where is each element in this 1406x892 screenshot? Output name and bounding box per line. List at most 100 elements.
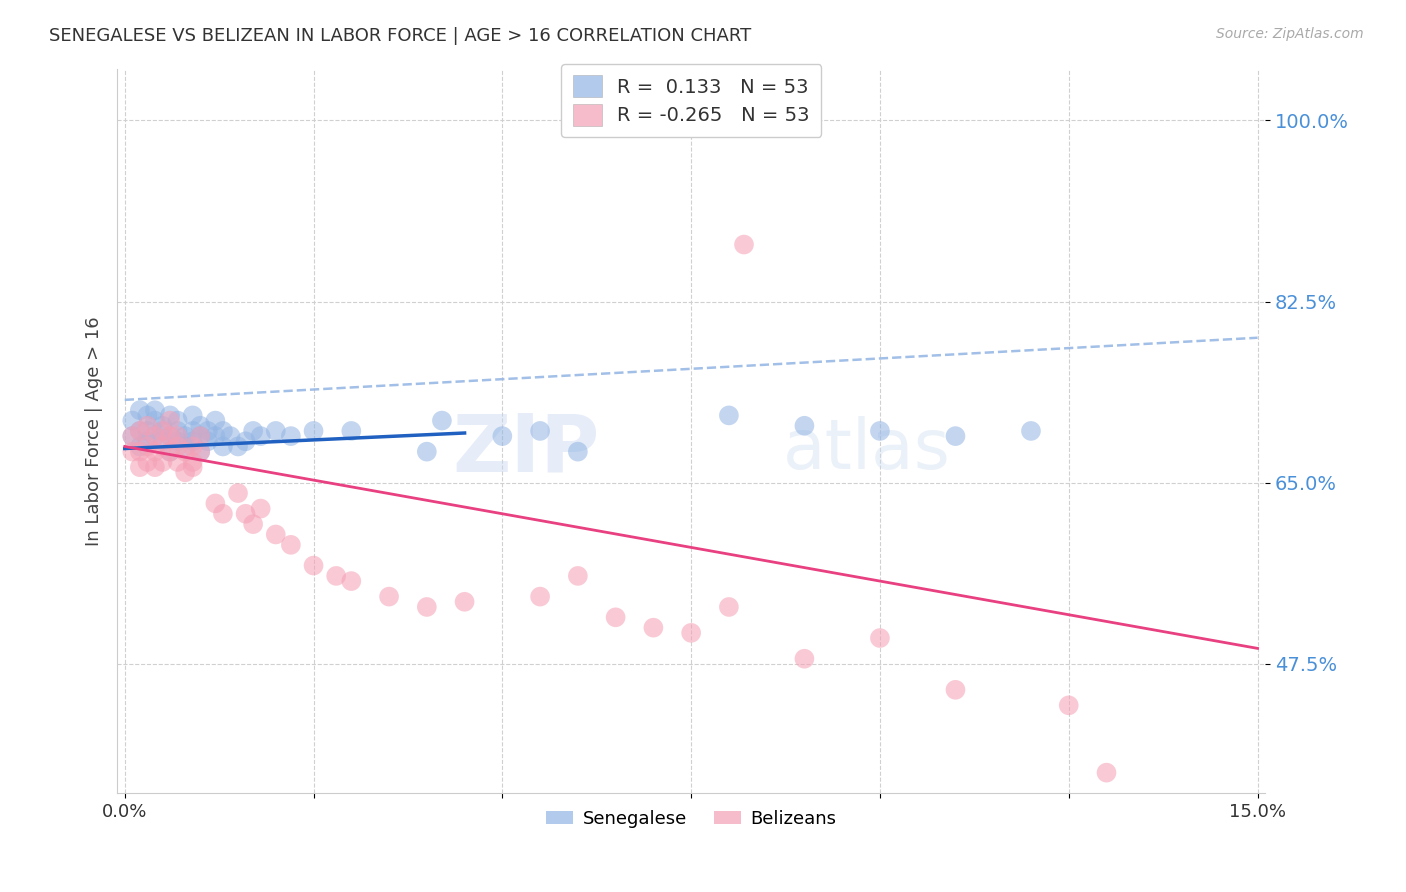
Point — [235, 434, 257, 449]
Point — [197, 434, 219, 449]
Point — [567, 444, 589, 458]
Point — [166, 440, 188, 454]
Point — [302, 558, 325, 573]
Point — [121, 444, 143, 458]
Point — [166, 455, 188, 469]
Point — [159, 414, 181, 428]
Point — [869, 424, 891, 438]
Point — [1095, 765, 1118, 780]
Point — [152, 440, 174, 454]
Point — [174, 440, 197, 454]
Point — [529, 424, 551, 438]
Point — [152, 434, 174, 449]
Point — [416, 444, 439, 458]
Point — [793, 651, 815, 665]
Point — [1057, 698, 1080, 713]
Point — [249, 429, 271, 443]
Point — [174, 466, 197, 480]
Point — [121, 429, 143, 443]
Point — [340, 424, 363, 438]
Point — [197, 424, 219, 438]
Point — [188, 429, 211, 443]
Point — [159, 444, 181, 458]
Point — [143, 444, 166, 458]
Point — [128, 444, 150, 458]
Point — [166, 424, 188, 438]
Text: Source: ZipAtlas.com: Source: ZipAtlas.com — [1216, 27, 1364, 41]
Point — [529, 590, 551, 604]
Point — [717, 409, 740, 423]
Point — [128, 460, 150, 475]
Point — [264, 527, 287, 541]
Point — [188, 418, 211, 433]
Point — [152, 455, 174, 469]
Point — [152, 424, 174, 438]
Text: SENEGALESE VS BELIZEAN IN LABOR FORCE | AGE > 16 CORRELATION CHART: SENEGALESE VS BELIZEAN IN LABOR FORCE | … — [49, 27, 751, 45]
Point — [159, 429, 181, 443]
Point — [340, 574, 363, 588]
Point — [212, 440, 235, 454]
Point — [136, 434, 159, 449]
Point — [136, 440, 159, 454]
Text: atlas: atlas — [783, 416, 950, 483]
Point — [143, 429, 166, 443]
Point — [212, 424, 235, 438]
Point — [430, 414, 453, 428]
Point — [181, 455, 204, 469]
Point — [128, 424, 150, 438]
Point — [166, 429, 188, 443]
Point — [567, 569, 589, 583]
Point — [188, 444, 211, 458]
Point — [143, 460, 166, 475]
Point — [219, 429, 242, 443]
Point — [136, 409, 159, 423]
Point — [152, 424, 174, 438]
Point — [204, 414, 226, 428]
Point — [605, 610, 627, 624]
Point — [212, 507, 235, 521]
Point — [280, 429, 302, 443]
Point — [174, 429, 197, 443]
Point — [945, 429, 967, 443]
Point — [188, 429, 211, 443]
Point — [226, 486, 249, 500]
Point — [128, 424, 150, 438]
Point — [159, 429, 181, 443]
Point — [143, 414, 166, 428]
Point — [235, 507, 257, 521]
Point — [226, 440, 249, 454]
Point — [204, 496, 226, 510]
Point — [136, 418, 159, 433]
Point — [181, 460, 204, 475]
Point — [136, 424, 159, 438]
Point — [136, 455, 159, 469]
Point — [152, 418, 174, 433]
Point — [181, 434, 204, 449]
Point — [166, 434, 188, 449]
Point — [121, 414, 143, 428]
Point — [378, 590, 401, 604]
Point — [159, 444, 181, 458]
Point — [869, 631, 891, 645]
Point — [181, 409, 204, 423]
Point — [174, 444, 197, 458]
Point — [121, 429, 143, 443]
Point — [945, 682, 967, 697]
Point — [264, 424, 287, 438]
Y-axis label: In Labor Force | Age > 16: In Labor Force | Age > 16 — [86, 316, 103, 546]
Point — [204, 429, 226, 443]
Point — [128, 403, 150, 417]
Point — [717, 599, 740, 614]
Point — [733, 237, 755, 252]
Text: ZIP: ZIP — [453, 410, 599, 488]
Point — [181, 424, 204, 438]
Point — [681, 625, 703, 640]
Point — [242, 424, 264, 438]
Point — [143, 429, 166, 443]
Point — [159, 409, 181, 423]
Point — [128, 440, 150, 454]
Point — [249, 501, 271, 516]
Point — [181, 440, 204, 454]
Point — [325, 569, 347, 583]
Legend: Senegalese, Belizeans: Senegalese, Belizeans — [538, 803, 844, 835]
